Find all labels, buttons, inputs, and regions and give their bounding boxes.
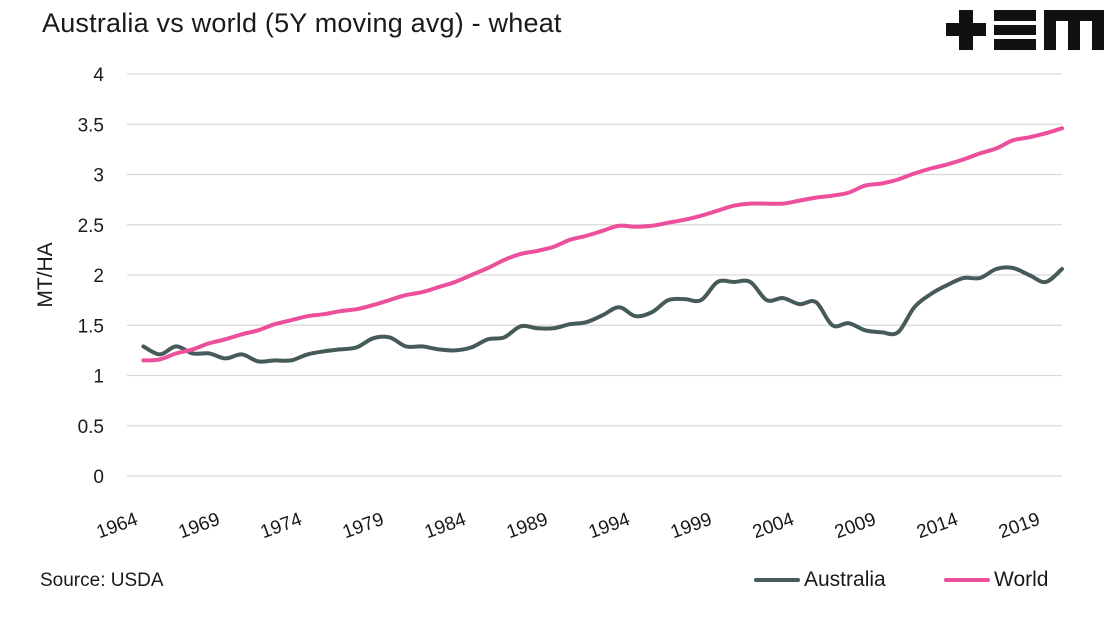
x-tick-label: 1974 — [258, 509, 305, 543]
x-tick-label: 1994 — [586, 509, 633, 543]
y-tick-label: 3 — [93, 166, 104, 187]
x-tick-label: 1979 — [340, 509, 387, 543]
y-tick-label: 4 — [93, 65, 104, 86]
y-tick-label: 2.5 — [78, 216, 104, 237]
series-line-world — [141, 126, 1064, 363]
x-tick-label: 1999 — [668, 509, 715, 543]
legend-swatch-world — [944, 578, 990, 582]
x-tick-label: 2019 — [996, 509, 1043, 543]
x-tick-label: 2014 — [914, 509, 961, 543]
brand-logo — [946, 10, 1104, 55]
x-tick-label: 1964 — [94, 509, 141, 543]
y-tick-label: 1.5 — [78, 316, 104, 337]
legend-label-world: World — [994, 568, 1049, 591]
x-tick-label: 2004 — [750, 509, 797, 543]
source-note: Source: USDA — [40, 570, 164, 591]
gridlines — [127, 73, 1062, 477]
legend-label-australia: Australia — [804, 568, 886, 591]
x-axis-ticks: 1964 1969 1974 1979 1984 1989 1994 1999 2004 2009… — [94, 509, 1043, 543]
y-tick-label: 1 — [93, 367, 104, 388]
series-lines — [141, 126, 1064, 364]
brand-logo-mark — [946, 10, 1104, 50]
series-line-australia — [141, 265, 1064, 364]
legend-item-australia: Australia — [754, 568, 886, 592]
x-tick-label: 1989 — [504, 509, 551, 543]
y-tick-label: 0.5 — [78, 417, 104, 438]
y-tick-label: 3.5 — [78, 115, 104, 136]
legend-item-world: World — [944, 568, 1048, 592]
x-tick-label: 1969 — [176, 509, 223, 543]
x-tick-label: 1984 — [422, 509, 469, 543]
y-axis-ticks: 0 0.5 1 1.5 2 2.5 3 3.5 4 — [78, 65, 105, 488]
chart-title: Australia vs world (5Y moving avg) - whe… — [42, 8, 562, 38]
x-tick-label: 2009 — [832, 509, 879, 543]
y-axis-label: MT/HA — [34, 242, 57, 307]
legend-swatch-australia — [754, 578, 800, 582]
y-tick-label: 2 — [93, 266, 104, 287]
y-tick-label: 0 — [93, 467, 104, 488]
